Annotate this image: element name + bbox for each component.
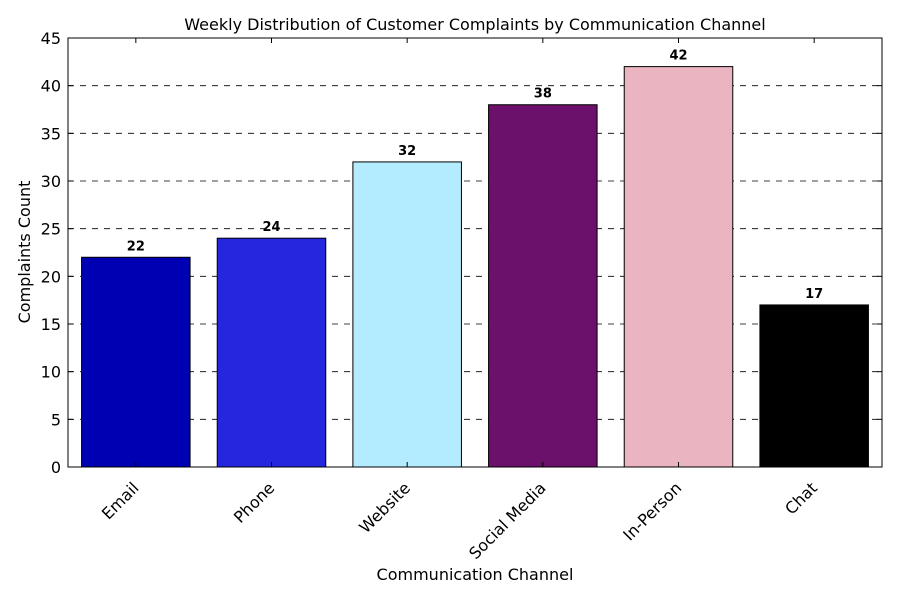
bar-email — [81, 256, 191, 468]
bar-website — [352, 161, 462, 468]
x-tick-label: Website — [355, 478, 414, 537]
y-tick-label: 5 — [51, 410, 61, 429]
data-label: 42 — [669, 49, 687, 64]
bar-phone — [216, 237, 327, 468]
bars — [81, 66, 869, 468]
data-label: 17 — [805, 287, 823, 302]
y-tick-label: 20 — [41, 267, 61, 286]
y-tick-label: 15 — [41, 315, 61, 334]
chart-title: Weekly Distribution of Customer Complain… — [184, 15, 765, 34]
y-tick-label: 35 — [41, 124, 61, 143]
data-label: 22 — [127, 239, 145, 254]
y-tick-label: 10 — [41, 363, 61, 382]
y-axis-label: Complaints Count — [15, 181, 34, 324]
y-tick-label: 40 — [41, 77, 61, 96]
data-label: 38 — [534, 87, 552, 102]
bar-social-media — [488, 104, 598, 468]
data-labels: 22 24 32 38 42 17 — [127, 49, 823, 302]
grid-lines — [68, 85, 882, 420]
x-tick-label: Chat — [781, 478, 821, 518]
x-tick-label: Phone — [230, 478, 278, 526]
bar-in-person — [623, 66, 734, 468]
y-tick-label: 0 — [51, 458, 61, 477]
data-label: 24 — [262, 220, 280, 235]
x-tick-label: Social Media — [465, 478, 550, 563]
y-tick-label: 25 — [41, 220, 61, 239]
x-tick-label: In-Person — [619, 478, 685, 544]
y-tick-label: 30 — [41, 172, 61, 191]
bar-chat — [759, 304, 869, 468]
x-tick-label: Email — [98, 478, 143, 523]
x-axis-label: Communication Channel — [377, 565, 574, 584]
data-label: 32 — [398, 144, 416, 159]
y-tick-label: 45 — [41, 29, 61, 48]
plot-frame — [67, 37, 883, 468]
y-axis-ticks: 0 5 10 15 20 25 30 35 40 45 — [41, 29, 882, 477]
